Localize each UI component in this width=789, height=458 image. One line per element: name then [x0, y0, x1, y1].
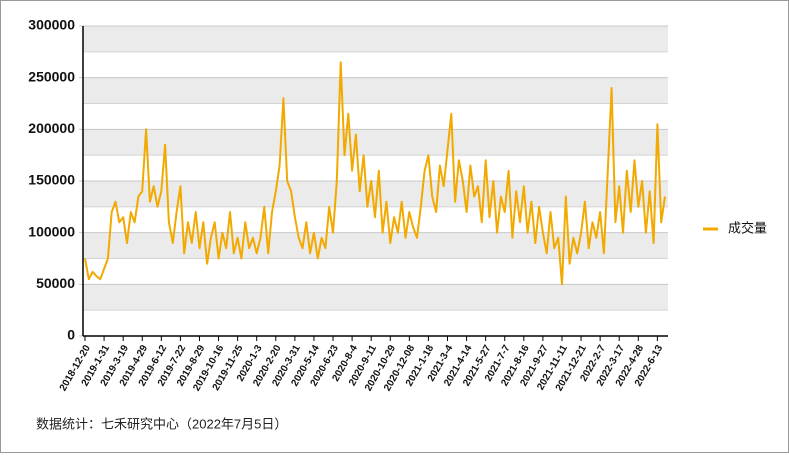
y-tick-label: 150000 — [28, 172, 75, 188]
grid-band — [83, 26, 668, 52]
y-tick-label: 300000 — [28, 17, 75, 33]
y-tick-label: 200000 — [28, 120, 75, 136]
source-note: 数据统计：七禾研究中心（2022年7月5日） — [36, 416, 287, 431]
grid-band — [83, 77, 668, 104]
data-line — [84, 61, 666, 286]
y-tick-label: 250000 — [28, 68, 75, 84]
grid-band — [83, 284, 668, 311]
y-tick-label: 50000 — [36, 275, 75, 291]
y-tick-label: 100000 — [28, 223, 75, 239]
y-tick-label: 0 — [67, 327, 75, 343]
legend-label: 成交量 — [728, 220, 767, 235]
grid-band — [83, 129, 668, 156]
